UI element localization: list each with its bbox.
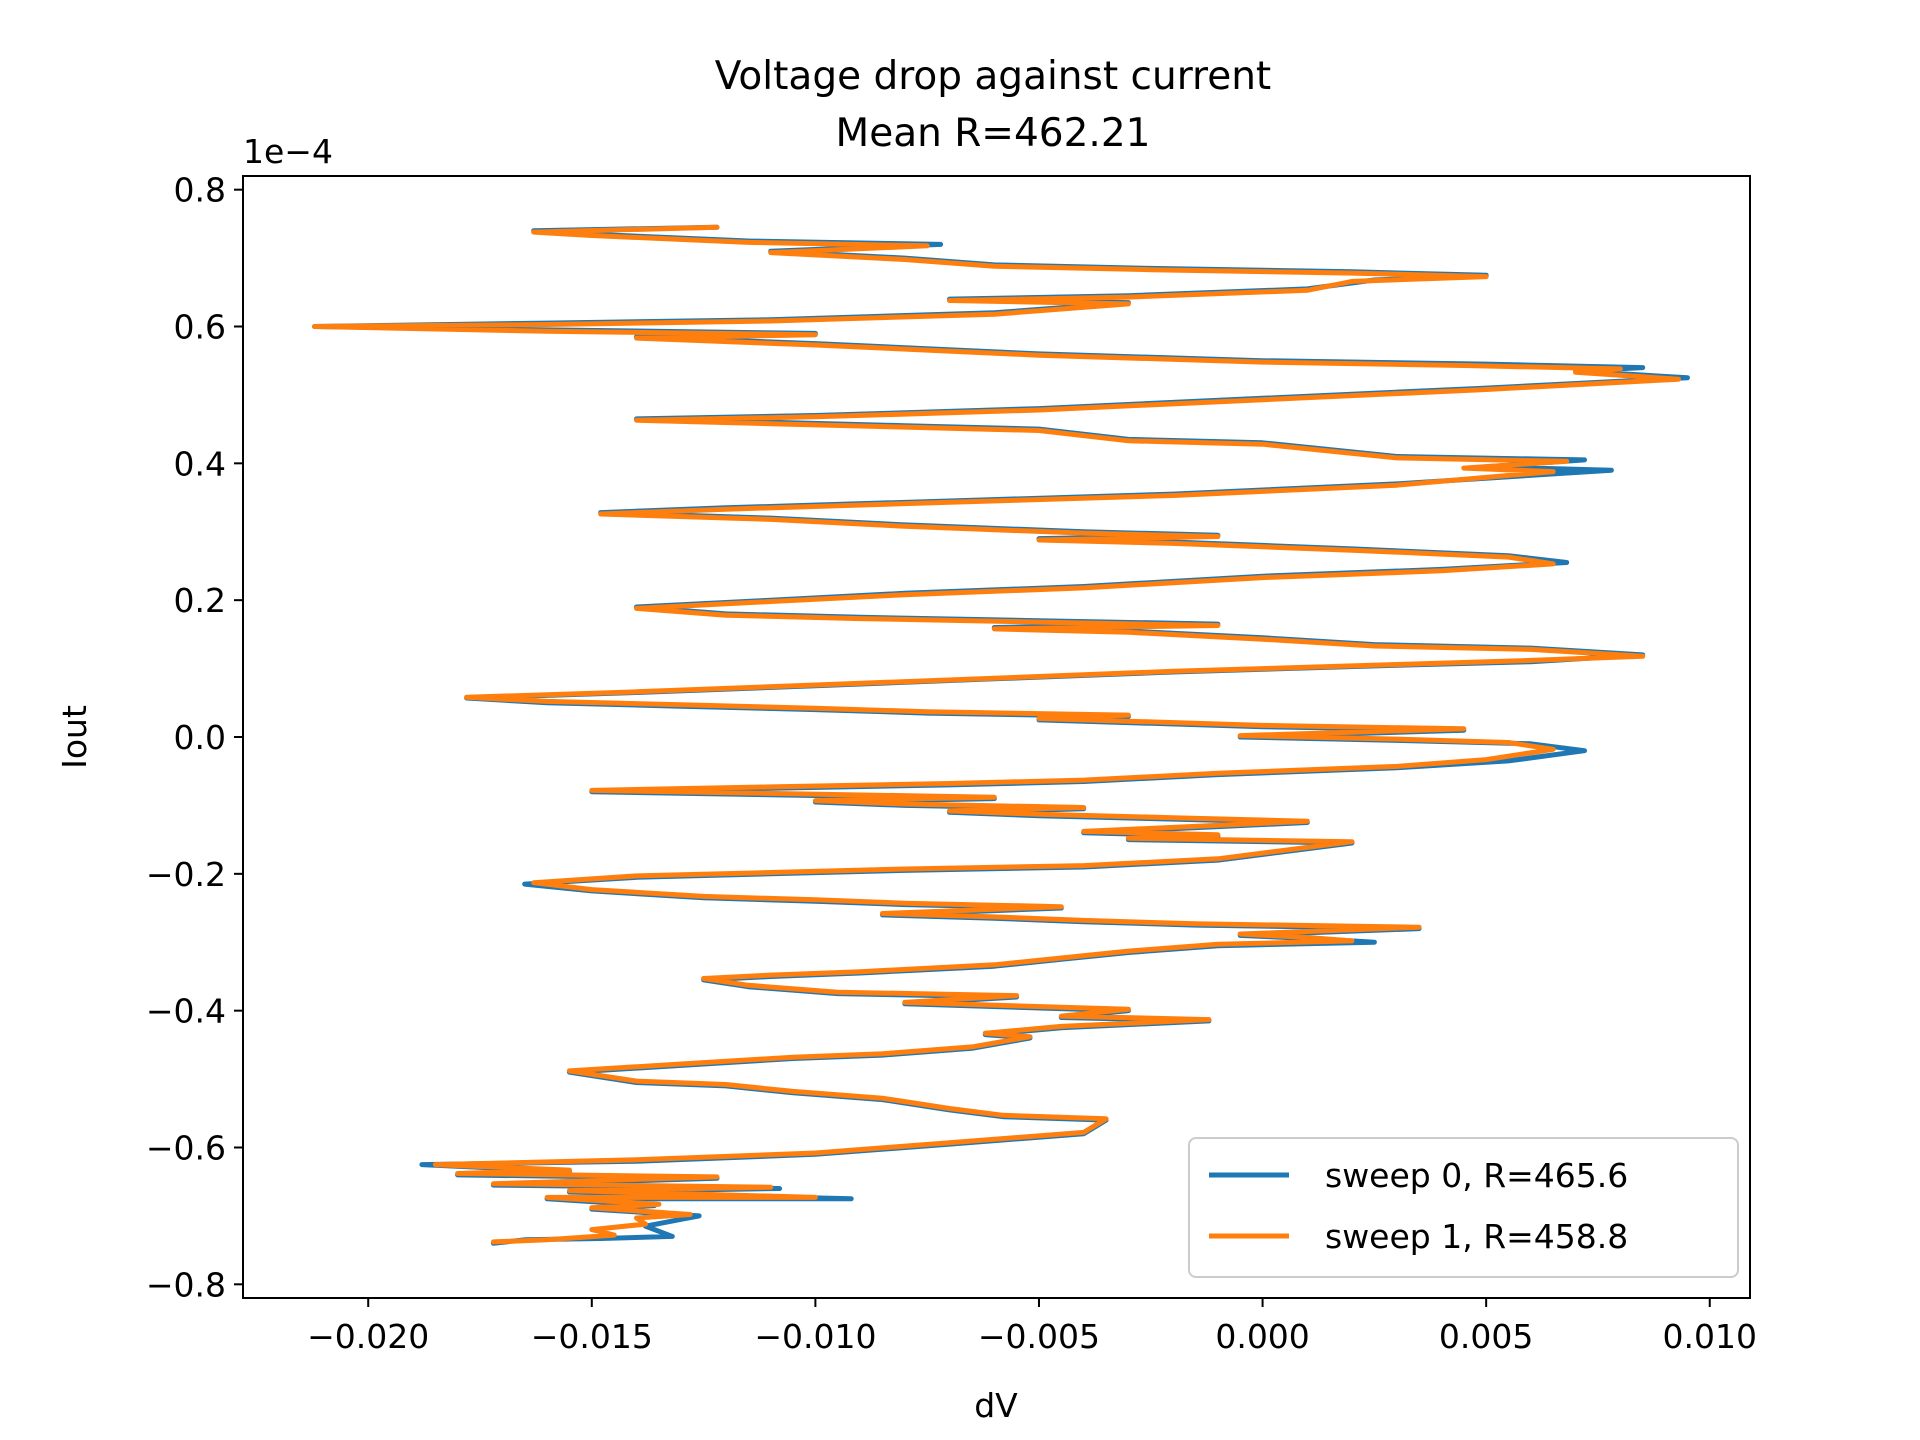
y-tick-label: −0.2 [146, 855, 226, 894]
chart-title: Voltage drop against current [715, 54, 1271, 99]
series-line-sweep-1 [312, 224, 1681, 1245]
legend-label-sweep-1: sweep 1, R=458.8 [1325, 1217, 1628, 1256]
y-tick-label: 0.0 [174, 718, 226, 757]
x-tick-label: −0.015 [531, 1317, 653, 1356]
plot-lines [312, 224, 1690, 1246]
y-tick-label: 0.2 [174, 581, 226, 620]
x-tick-label: −0.005 [978, 1317, 1100, 1356]
chart-subtitle: Mean R=462.21 [836, 111, 1151, 156]
x-tick-label: −0.010 [754, 1317, 876, 1356]
y-tick-label: −0.6 [146, 1128, 226, 1167]
x-tick-label: 0.005 [1439, 1317, 1533, 1356]
y-axis-offset-label: 1e−4 [243, 132, 333, 171]
x-tick-label: 0.000 [1215, 1317, 1309, 1356]
y-tick-label: −0.8 [146, 1265, 226, 1304]
y-axis-ticks: −0.8 −0.6 −0.4 −0.2 0.0 0.2 0.4 0.6 0.8 [146, 171, 243, 1304]
y-tick-label: −0.4 [146, 992, 226, 1031]
x-tick-label: −0.020 [307, 1317, 429, 1356]
legend: sweep 0, R=465.6 sweep 1, R=458.8 [1188, 1137, 1739, 1278]
y-tick-label: 0.4 [174, 444, 226, 483]
legend-label-sweep-0: sweep 0, R=465.6 [1325, 1156, 1628, 1195]
legend-box [1188, 1137, 1739, 1278]
x-axis-ticks: −0.020 −0.015 −0.010 −0.005 0.000 0.005 0.010 [307, 1298, 1757, 1356]
x-axis-label: dV [974, 1386, 1018, 1425]
y-tick-label: 0.6 [174, 308, 226, 347]
y-axis-label: Iout [55, 705, 94, 769]
y-tick-label: 0.8 [174, 171, 226, 210]
x-tick-label: 0.010 [1663, 1317, 1757, 1356]
